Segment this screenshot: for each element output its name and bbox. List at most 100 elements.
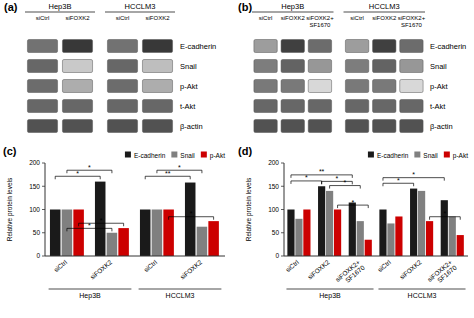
band — [345, 100, 368, 113]
y-tick-label: 100 — [29, 206, 40, 213]
y-tick — [42, 209, 45, 210]
group-label: HCCLM3 — [166, 292, 195, 299]
band — [345, 40, 368, 53]
x-tick-label: siFOXK2+SF1670 — [426, 258, 458, 288]
panel-label: (c) — [3, 145, 17, 157]
column-label: siFOXK2 — [372, 15, 397, 21]
significance-label: * — [444, 210, 447, 217]
x-axis — [45, 256, 225, 257]
significance-bracket — [291, 181, 322, 184]
bar — [318, 186, 325, 256]
group-line — [25, 12, 95, 13]
significance-label: * — [88, 164, 91, 171]
x-tick-label: siFOXK2+SF1670 — [334, 258, 366, 288]
significance-bracket — [67, 170, 112, 173]
band — [373, 60, 396, 73]
x-tick-label: siFOXK2 — [89, 258, 114, 280]
x-tick-label: siFOXK2 — [179, 258, 204, 280]
significance-bracket — [291, 175, 352, 178]
bars — [287, 186, 463, 256]
column-label: siCtrl — [116, 15, 130, 21]
significance-bracket — [169, 217, 214, 220]
group-title: Hep3B — [281, 2, 304, 11]
bar — [140, 210, 151, 257]
significance-bracket — [67, 228, 112, 231]
significance-label: * — [76, 170, 79, 177]
significance-label: * — [412, 171, 415, 178]
y-tick — [281, 186, 284, 187]
band — [107, 120, 137, 133]
bar — [349, 203, 356, 256]
band — [281, 60, 304, 73]
y-label: Relative protein levels — [6, 177, 14, 241]
band — [373, 100, 396, 113]
figure: (a) Hep3B HCCLM3 siCtrl siFOXK2 siCtrl siFOXK2… — [0, 0, 474, 318]
column-label: siCtrl — [350, 15, 364, 21]
bar — [185, 183, 196, 256]
band — [345, 80, 368, 93]
y-tick-label: 0 — [36, 252, 40, 259]
bar — [410, 189, 417, 256]
band — [308, 60, 331, 73]
bar — [357, 221, 364, 256]
significance-label: * — [190, 210, 193, 217]
row-label: t-Akt — [430, 102, 446, 111]
band — [281, 80, 304, 93]
group-line — [105, 12, 175, 13]
band — [62, 40, 92, 53]
significance-label: * — [178, 164, 181, 171]
band — [107, 60, 137, 73]
group-title: HCCLM3 — [125, 2, 156, 11]
bar — [387, 223, 394, 256]
legend-label: E-cadherin — [377, 152, 409, 159]
group-label: Hep3B — [79, 292, 101, 300]
y-tick — [42, 232, 45, 233]
x-tick-label: siCtrl — [142, 258, 158, 273]
band — [308, 40, 331, 53]
legend-label: p-Akt — [453, 152, 468, 160]
y-tick-label: 100 — [268, 206, 279, 213]
bar — [208, 221, 219, 256]
y-tick — [42, 186, 45, 187]
legend-swatch — [171, 152, 177, 158]
band — [254, 40, 277, 53]
panel-label: (b) — [238, 1, 252, 13]
column-label: siFOXK2 — [65, 15, 90, 21]
bar — [395, 216, 402, 256]
y-tick — [281, 232, 284, 233]
band — [308, 100, 331, 113]
x-tick-label: siFOXK2 — [398, 258, 423, 280]
y-tick — [281, 256, 284, 257]
legend-swatch — [368, 152, 374, 158]
significance-bracket — [79, 223, 124, 226]
band — [254, 100, 277, 113]
group-label: Hep3B — [319, 292, 341, 300]
bar — [287, 210, 294, 257]
significance-label: * — [100, 217, 103, 224]
row-label: t-Akt — [180, 102, 196, 111]
x-tick-label: siFOXK2 — [306, 258, 331, 280]
bar — [418, 191, 425, 256]
band — [27, 40, 57, 53]
band — [308, 120, 331, 133]
band — [345, 60, 368, 73]
band — [62, 80, 92, 93]
column-label: siCtrl — [36, 15, 50, 21]
y-tick-label: 50 — [33, 229, 41, 236]
y-tick — [42, 256, 45, 257]
group-line — [286, 289, 373, 290]
group-title: HCCLM3 — [369, 2, 400, 11]
legend-swatch — [125, 152, 131, 158]
band — [27, 80, 57, 93]
panel-label: (a) — [4, 1, 18, 13]
significance-bracket — [157, 170, 202, 173]
group-line — [252, 12, 334, 13]
band — [373, 40, 396, 53]
band — [142, 80, 172, 93]
x-tick-label: siCtrl — [376, 258, 392, 273]
band — [281, 120, 304, 133]
bar — [197, 227, 208, 256]
group-title: Hep3B — [49, 2, 72, 11]
row-label: Snail — [180, 62, 197, 71]
row-label: Snail — [430, 62, 447, 71]
